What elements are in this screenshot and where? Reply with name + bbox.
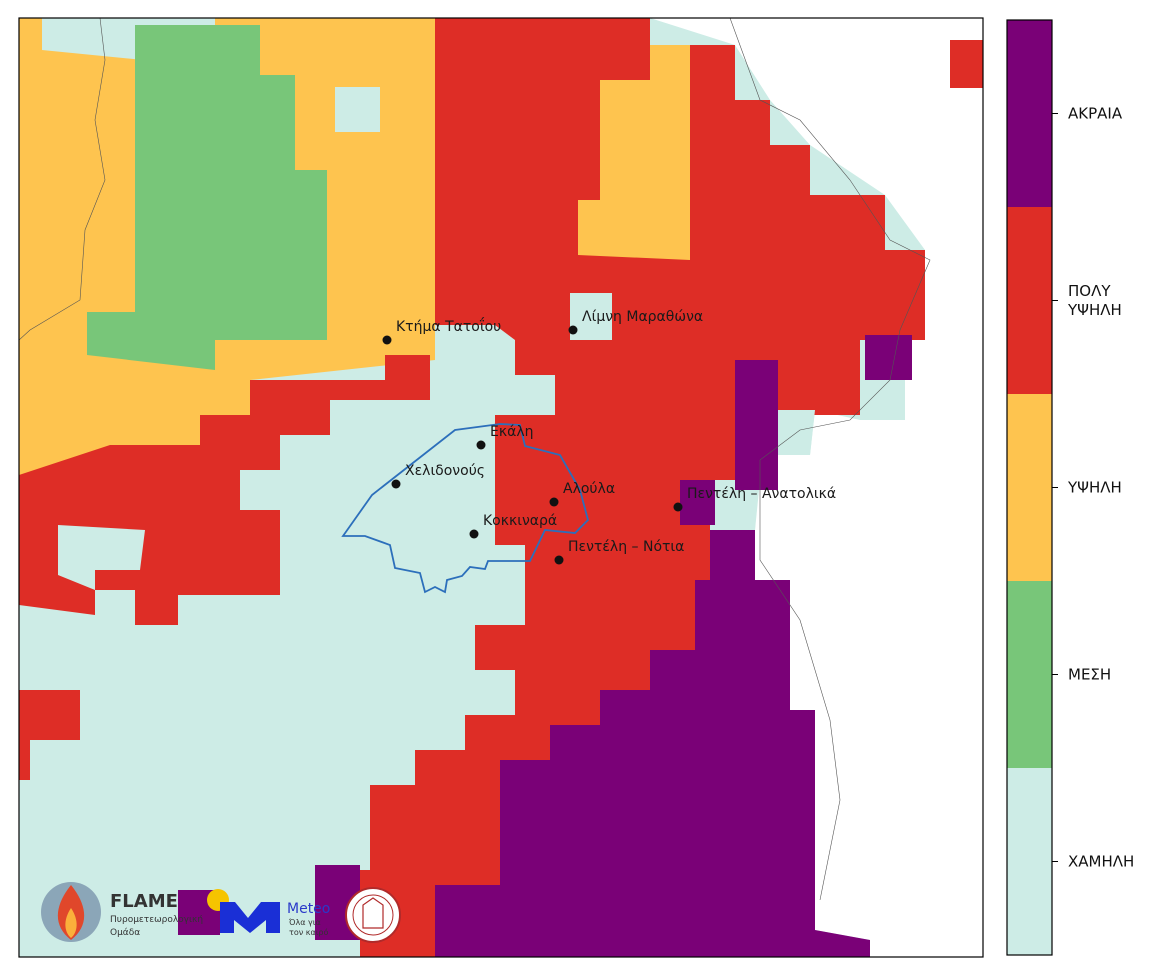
- place-marker: [476, 440, 486, 450]
- logo-subtitle: Πυρομετεωρολογική: [110, 915, 203, 925]
- place-label: Κοκκιναρά: [483, 513, 557, 529]
- places: Κτήμα Τατοΐου Λίμνη Μαραθώνα Εκάλη Χελιδονο…: [382, 309, 836, 565]
- colorbar-frame: [1006, 19, 1053, 956]
- legend-label: ΧΑΜΗΛΗ: [1068, 852, 1135, 870]
- colorbar-segment: [1007, 768, 1052, 955]
- place-label: Πεντέλη – Νότια: [568, 539, 684, 555]
- map-frame: [18, 17, 984, 958]
- colorbar-segment: [1007, 581, 1052, 768]
- logo-title: Meteo: [287, 901, 330, 917]
- place-label: Λίμνη Μαραθώνα: [582, 309, 703, 325]
- place-label: Χελιδονούς: [405, 463, 485, 479]
- legend-label: ΜΕΣΗ: [1068, 665, 1112, 683]
- colorbar-segment: [1007, 394, 1052, 581]
- colorbar-segment: [1007, 20, 1052, 207]
- legend-label: ΥΨΗΛΗ: [1068, 478, 1122, 496]
- logo-title: FLAME: [110, 891, 178, 912]
- legend-label: ΑΚΡΑΙΑ: [1068, 104, 1123, 122]
- logo-subtitle: τον καιρό: [289, 927, 328, 937]
- logo-subtitle: Όλα για: [288, 917, 321, 927]
- colorbar-segment: [1007, 207, 1052, 394]
- place-marker: [382, 335, 392, 345]
- place-marker: [391, 479, 401, 489]
- legend-label: ΠΟΛΥ ΥΨΗΛΗ: [1068, 281, 1122, 319]
- place-marker: [554, 555, 564, 565]
- place-marker: [549, 497, 559, 507]
- place-label: Εκάλη: [490, 424, 533, 440]
- place-marker: [568, 325, 578, 335]
- danger-map: [19, 18, 983, 957]
- place-label: Αλούλα: [563, 481, 615, 497]
- place-marker: [673, 502, 683, 512]
- colorbar: [1006, 19, 1058, 956]
- place-label: Κτήμα Τατοΐου: [396, 317, 501, 335]
- logo-subtitle: Ομάδα: [110, 928, 140, 938]
- place-label: Πεντέλη – Ανατολικά: [687, 486, 836, 502]
- place-marker: [469, 529, 479, 539]
- logos: FLAME Πυρομετεωρολογική Ομάδα Meteo Όλα …: [41, 882, 401, 943]
